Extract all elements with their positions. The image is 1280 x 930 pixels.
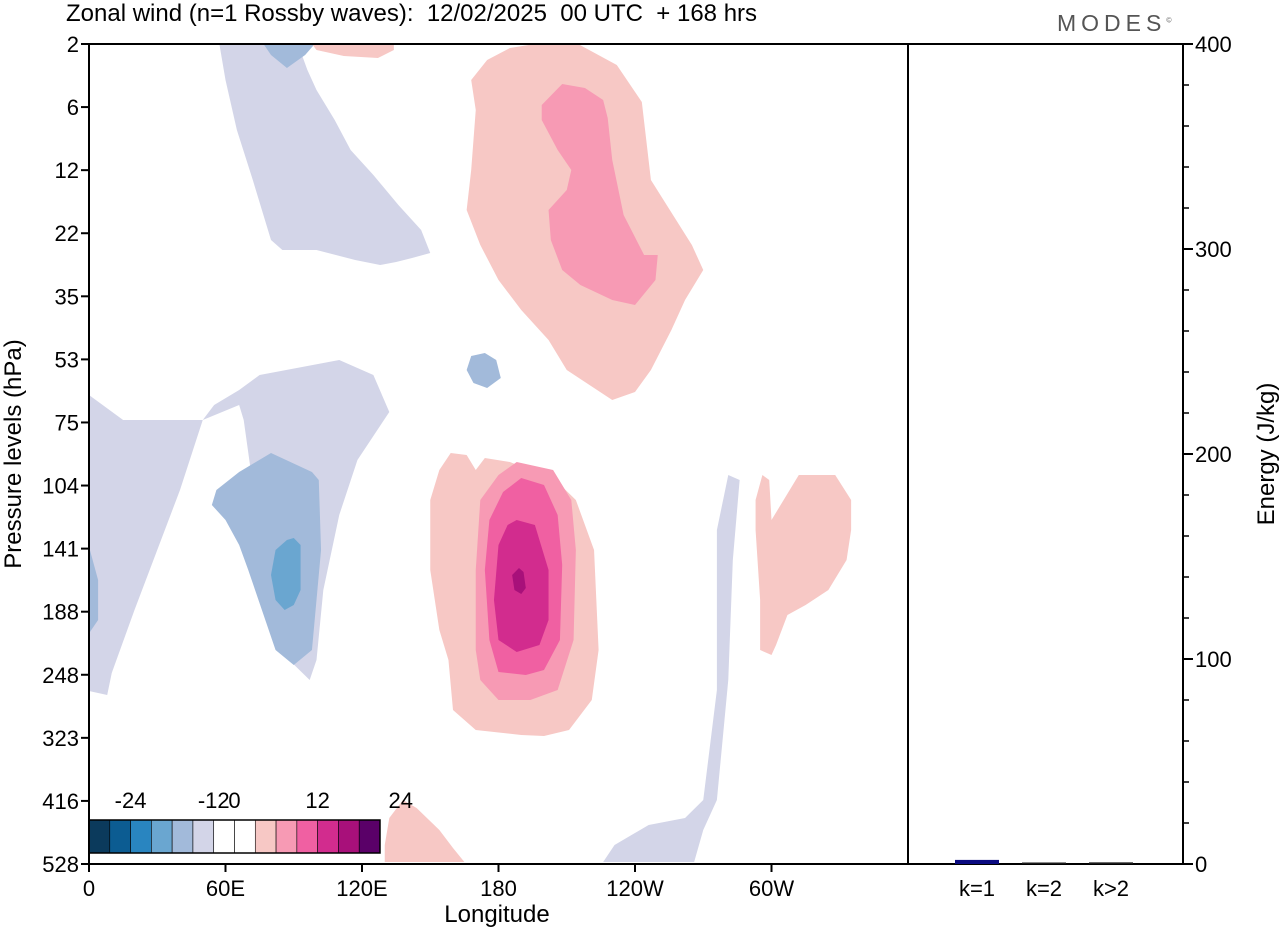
contour-pos3-12	[384, 800, 465, 862]
colorbar-swatch	[254, 819, 277, 854]
contour-pos3-11	[755, 475, 852, 655]
contour-pos6-13	[541, 84, 658, 305]
y-tick-label: 22	[55, 221, 79, 246]
chart-title: Zonal wind (n=1 Rossby waves): 12/02/202…	[66, 0, 758, 27]
contour-layer	[89, 44, 852, 862]
contour-pos15-17	[512, 568, 526, 594]
energy-tick-label: 0	[1195, 852, 1207, 877]
logo-text: MODES	[1057, 10, 1167, 36]
energy-category-label: k>2	[1093, 876, 1129, 901]
energy-axis-label: Energy (J/kg)	[1253, 383, 1280, 526]
colorbar-swatch	[192, 819, 215, 854]
x-tick-label: 60E	[206, 876, 245, 901]
colorbar-swatch	[109, 819, 131, 854]
contour-neg3-2	[603, 475, 740, 862]
energy-bar-3	[1089, 862, 1133, 864]
y-tick-label: 35	[55, 284, 79, 309]
x-tick-label: 60W	[749, 876, 794, 901]
energy-bar-1	[955, 859, 999, 864]
colorbar-swatch	[213, 819, 235, 854]
energy-tick-label: 100	[1195, 647, 1232, 672]
y-tick-label: 75	[55, 410, 79, 435]
colorbar-label: 0	[228, 788, 240, 813]
y-tick-label: 248	[42, 663, 79, 688]
modes-logo: MODES©	[1057, 10, 1172, 37]
energy-panel-frame	[907, 43, 1184, 865]
y-tick-label: 528	[42, 852, 79, 877]
energy-tick-label: 200	[1195, 442, 1232, 467]
colorbar: -24 -120 12 24	[87, 776, 413, 855]
x-tick-label: 120W	[606, 876, 664, 901]
y-tick-label: 323	[42, 726, 79, 751]
contour-neg3-0	[219, 44, 431, 265]
y-tick-label: 2	[67, 32, 79, 57]
y-tick-label: 416	[42, 789, 79, 814]
y-tick-label: 6	[67, 95, 79, 120]
colorbar-swatch	[275, 819, 298, 854]
x-tick-label: 180	[480, 876, 517, 901]
colorbar-swatch	[358, 819, 381, 854]
y-tick-label: 141	[42, 537, 79, 562]
x-tick-label: 120E	[336, 876, 387, 901]
energy-bar-2	[1022, 862, 1066, 864]
x-axis-label: Longitude	[444, 901, 549, 928]
colorbar-label: 12	[305, 788, 329, 813]
y-tick-label: 188	[42, 600, 79, 625]
contour-neg6-5	[89, 546, 99, 634]
colorbar-label: -24	[115, 788, 147, 813]
energy-tick-label: 300	[1195, 237, 1232, 262]
colorbar-swatch	[338, 819, 360, 854]
contour-neg6-3	[263, 44, 315, 68]
y-axis-label: Pressure levels (hPa)	[0, 339, 27, 568]
energy-bars: k=1 k=2 k>2	[955, 859, 1133, 901]
colorbar-label: 24	[389, 788, 413, 813]
contour-neg9-7	[271, 538, 301, 610]
logo-mark: ©	[1166, 17, 1172, 25]
colorbar-swatch	[171, 819, 194, 854]
axes-layer: 0 60E 120E 180 120W 60W 2 6 12 22 35 53 75 104 141 188 2…	[42, 32, 1231, 901]
x-tick-label: 0	[83, 876, 95, 901]
contour-neg6-4	[211, 453, 322, 665]
colorbar-swatch	[151, 819, 173, 854]
y-tick-label: 53	[55, 347, 79, 372]
colorbar-swatch	[88, 819, 111, 854]
y-tick-label: 12	[55, 158, 79, 183]
energy-tick-label: 400	[1195, 32, 1232, 57]
colorbar-label: -12	[198, 788, 230, 813]
colorbar-swatch	[234, 819, 256, 854]
colorbar-swatch	[130, 819, 152, 854]
contour-pos3-8	[311, 44, 394, 58]
energy-category-label: k=2	[1026, 876, 1062, 901]
y-tick-label: 104	[42, 474, 79, 499]
energy-category-label: k=1	[959, 876, 995, 901]
colorbar-swatch	[317, 819, 339, 854]
contour-neg6-6	[466, 353, 501, 388]
colorbar-swatch	[296, 819, 318, 854]
